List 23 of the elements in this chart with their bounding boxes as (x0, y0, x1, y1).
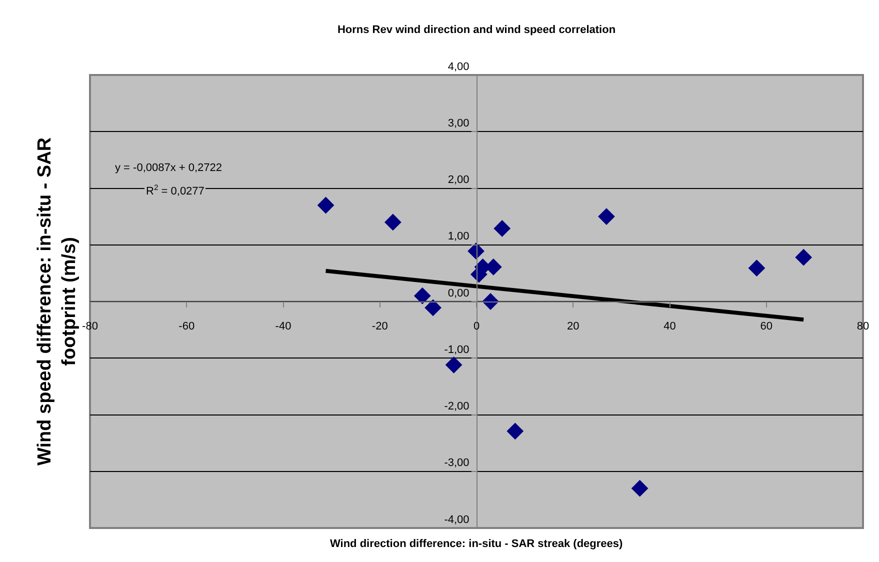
y-tick-label: -3,00 (444, 457, 470, 470)
y-tick-label: 4,00 (448, 60, 470, 73)
x-tick-label: -20 (372, 320, 388, 333)
y-tick-label: -1,00 (444, 344, 470, 356)
annotation: R$^{2}$ = 0,0277 (146, 183, 204, 198)
x-tick-label: 0 (473, 320, 480, 333)
x-tick-label: -80 (82, 320, 98, 333)
annotation: y = -0,0087x + 0,2722 (115, 162, 222, 174)
y-tick-label: -4,00 (444, 514, 470, 526)
y-tick-label: 2,00 (448, 174, 470, 186)
x-tick-label: -40 (275, 320, 292, 333)
x-tick-label: 40 (664, 320, 676, 333)
y-tick-label: 0,00 (448, 287, 470, 300)
y-tick-label: 3,00 (448, 117, 470, 130)
y-tick-label: 1,00 (448, 230, 470, 243)
y-tick-label: -2,00 (444, 400, 470, 413)
x-tick-label: 60 (760, 320, 773, 333)
x-tick-label: 80 (856, 320, 870, 333)
y-axis-title: Wind speed difference: in-situ - SAR footprint (m/s) (34, 137, 80, 466)
chart-title: Horns Rev wind direction and wind speed correlation (337, 24, 616, 36)
x-axis-title: Wind direction difference: in-situ - SAR streak (degrees) (330, 538, 624, 550)
x-tick-label: 20 (567, 320, 580, 333)
x-tick-label: -60 (178, 320, 195, 333)
